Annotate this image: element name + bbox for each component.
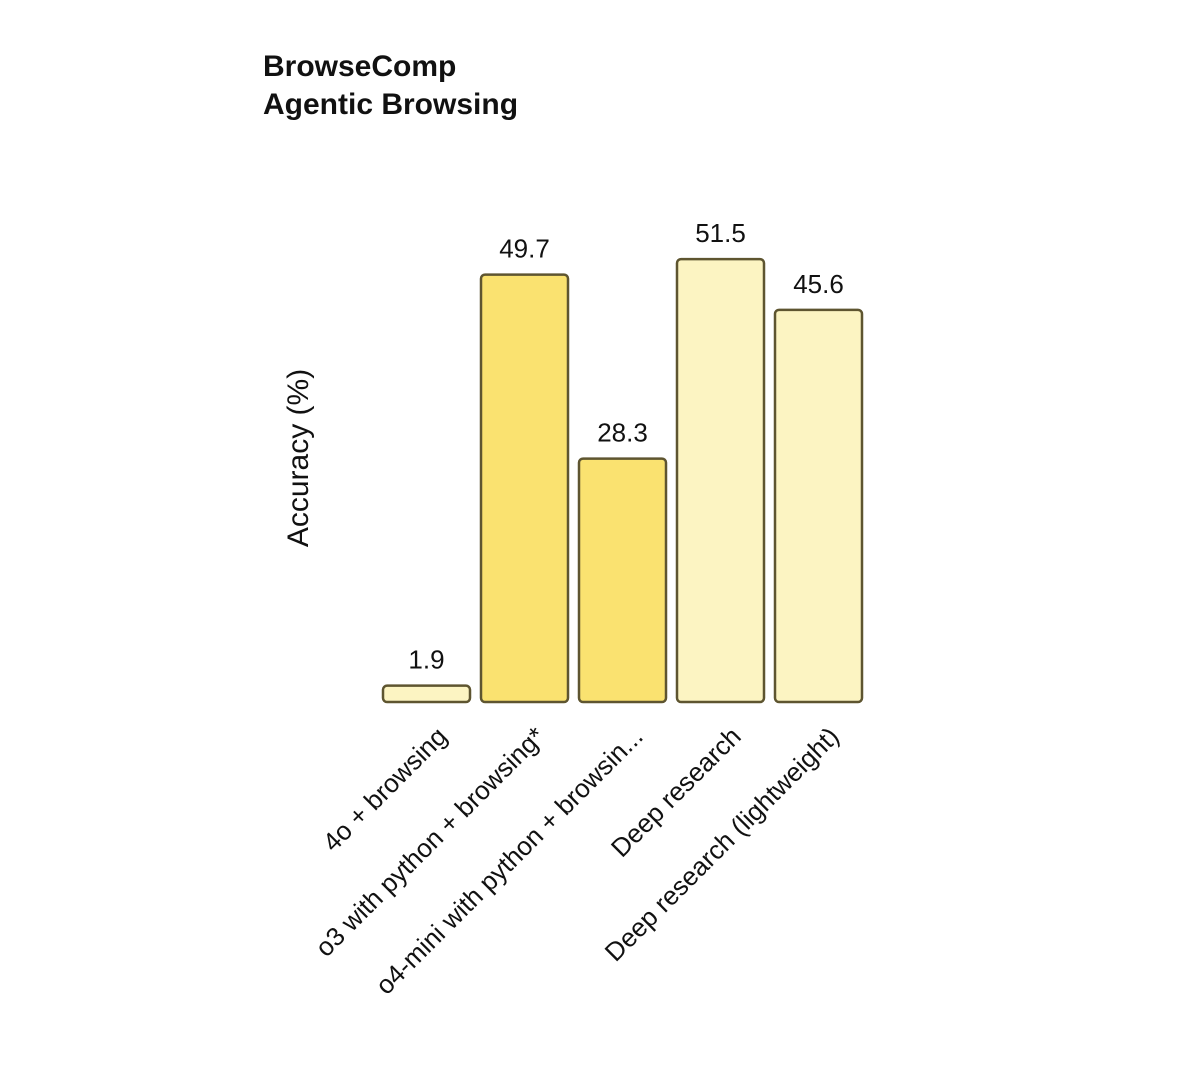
data-label-1: 1.9 xyxy=(408,645,444,675)
bar-2 xyxy=(479,273,570,704)
bar-5 xyxy=(773,308,864,704)
bar-3 xyxy=(577,457,668,704)
data-label-5: 45.6 xyxy=(793,269,844,299)
data-label-2: 49.7 xyxy=(499,234,550,264)
value-labels-layer: 1.9 49.7 28.3 51.5 45.6 xyxy=(408,218,843,675)
y-axis-label: Accuracy (%) xyxy=(282,369,315,547)
data-label-4: 51.5 xyxy=(695,218,746,248)
bar-4 xyxy=(675,257,766,704)
bar-1 xyxy=(381,684,472,704)
bars-layer xyxy=(381,257,864,704)
data-label-3: 28.3 xyxy=(597,418,648,448)
chart-title: BrowseComp xyxy=(263,50,457,83)
chart-title-block: BrowseComp Agentic Browsing xyxy=(263,48,518,124)
chart-subtitle: Agentic Browsing xyxy=(263,88,519,121)
